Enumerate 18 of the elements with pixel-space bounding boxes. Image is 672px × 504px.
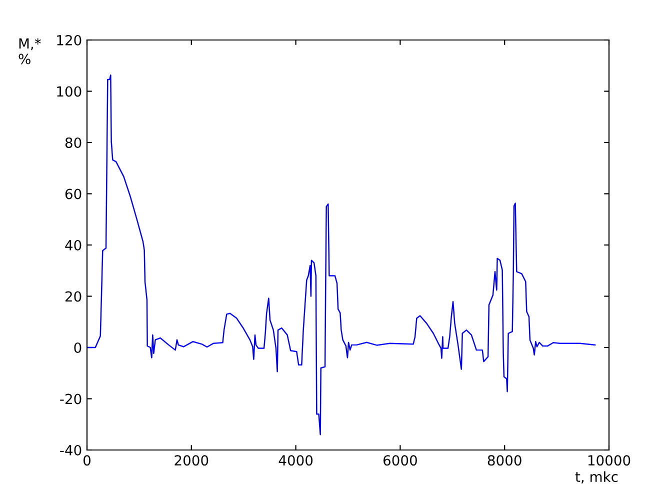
y-tick-label: 60 bbox=[65, 188, 82, 200]
x-tick-label: 8000 bbox=[488, 455, 522, 466]
x-tick-label: 4000 bbox=[278, 455, 313, 466]
line-series bbox=[87, 74, 596, 436]
x-axis-title: t, mkc bbox=[575, 471, 618, 484]
x-tick-label: 0 bbox=[83, 455, 90, 466]
x-tick-label: 6000 bbox=[383, 455, 417, 466]
y-tick-label: 20 bbox=[65, 291, 82, 302]
x-tick-label: 2000 bbox=[174, 455, 208, 466]
y-tick-label: 0 bbox=[74, 342, 82, 353]
y-tick-label: 80 bbox=[65, 137, 82, 148]
y-tick-label: 120 bbox=[57, 34, 82, 46]
y-axis-title: M,* % bbox=[18, 38, 41, 64]
y-tick-label: -40 bbox=[60, 444, 82, 456]
y-tick-label: -20 bbox=[60, 394, 82, 404]
y-tick-label: 100 bbox=[57, 86, 82, 97]
y-tick-label: 40 bbox=[65, 240, 82, 250]
x-tick-label: 10000 bbox=[588, 455, 630, 466]
